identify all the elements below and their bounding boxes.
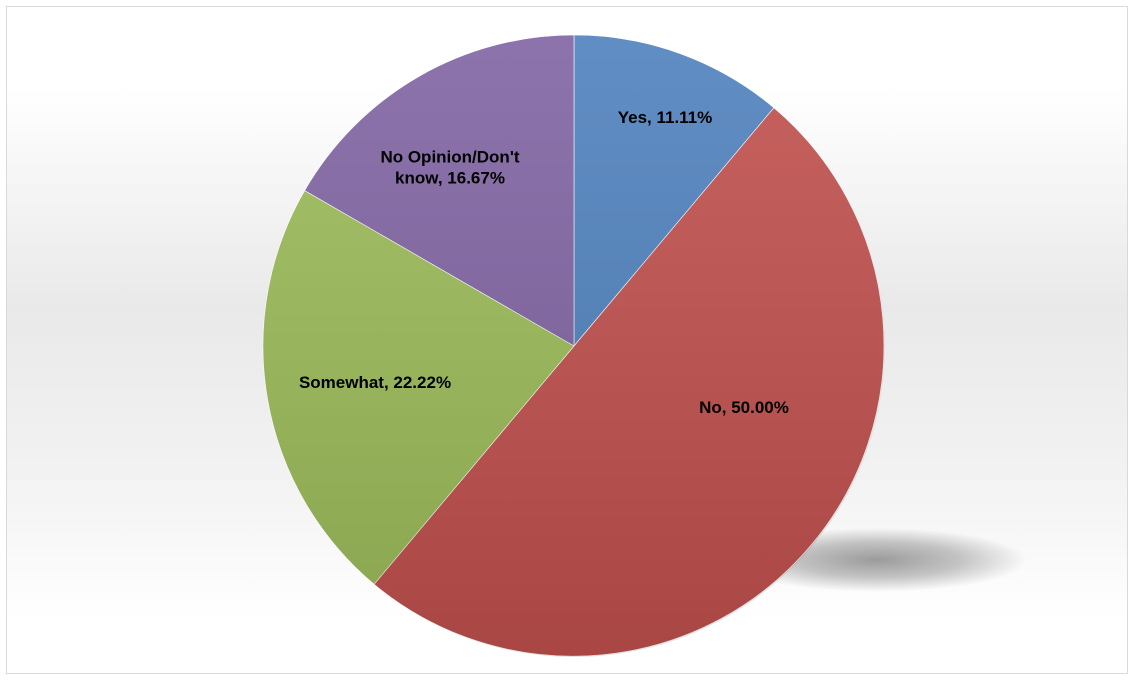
chart-area: Yes, 11.11% No, 50.00% Somewhat, 22.22% No … [6,6,1128,674]
data-label-somewhat: Somewhat, 22.22% [299,373,451,392]
pie-slices [262,34,885,657]
pie-labels: Yes, 11.11% No, 50.00% Somewhat, 22.22% No … [299,108,789,417]
pie-chart: Yes, 11.11% No, 50.00% Somewhat, 22.22% No … [262,34,1027,657]
data-label-no-opinion-don-t-know: No Opinion/Don't know, 16.67% [380,148,519,188]
data-label-yes: Yes, 11.11% [618,108,713,127]
data-label-no: No, 50.00% [699,398,789,417]
